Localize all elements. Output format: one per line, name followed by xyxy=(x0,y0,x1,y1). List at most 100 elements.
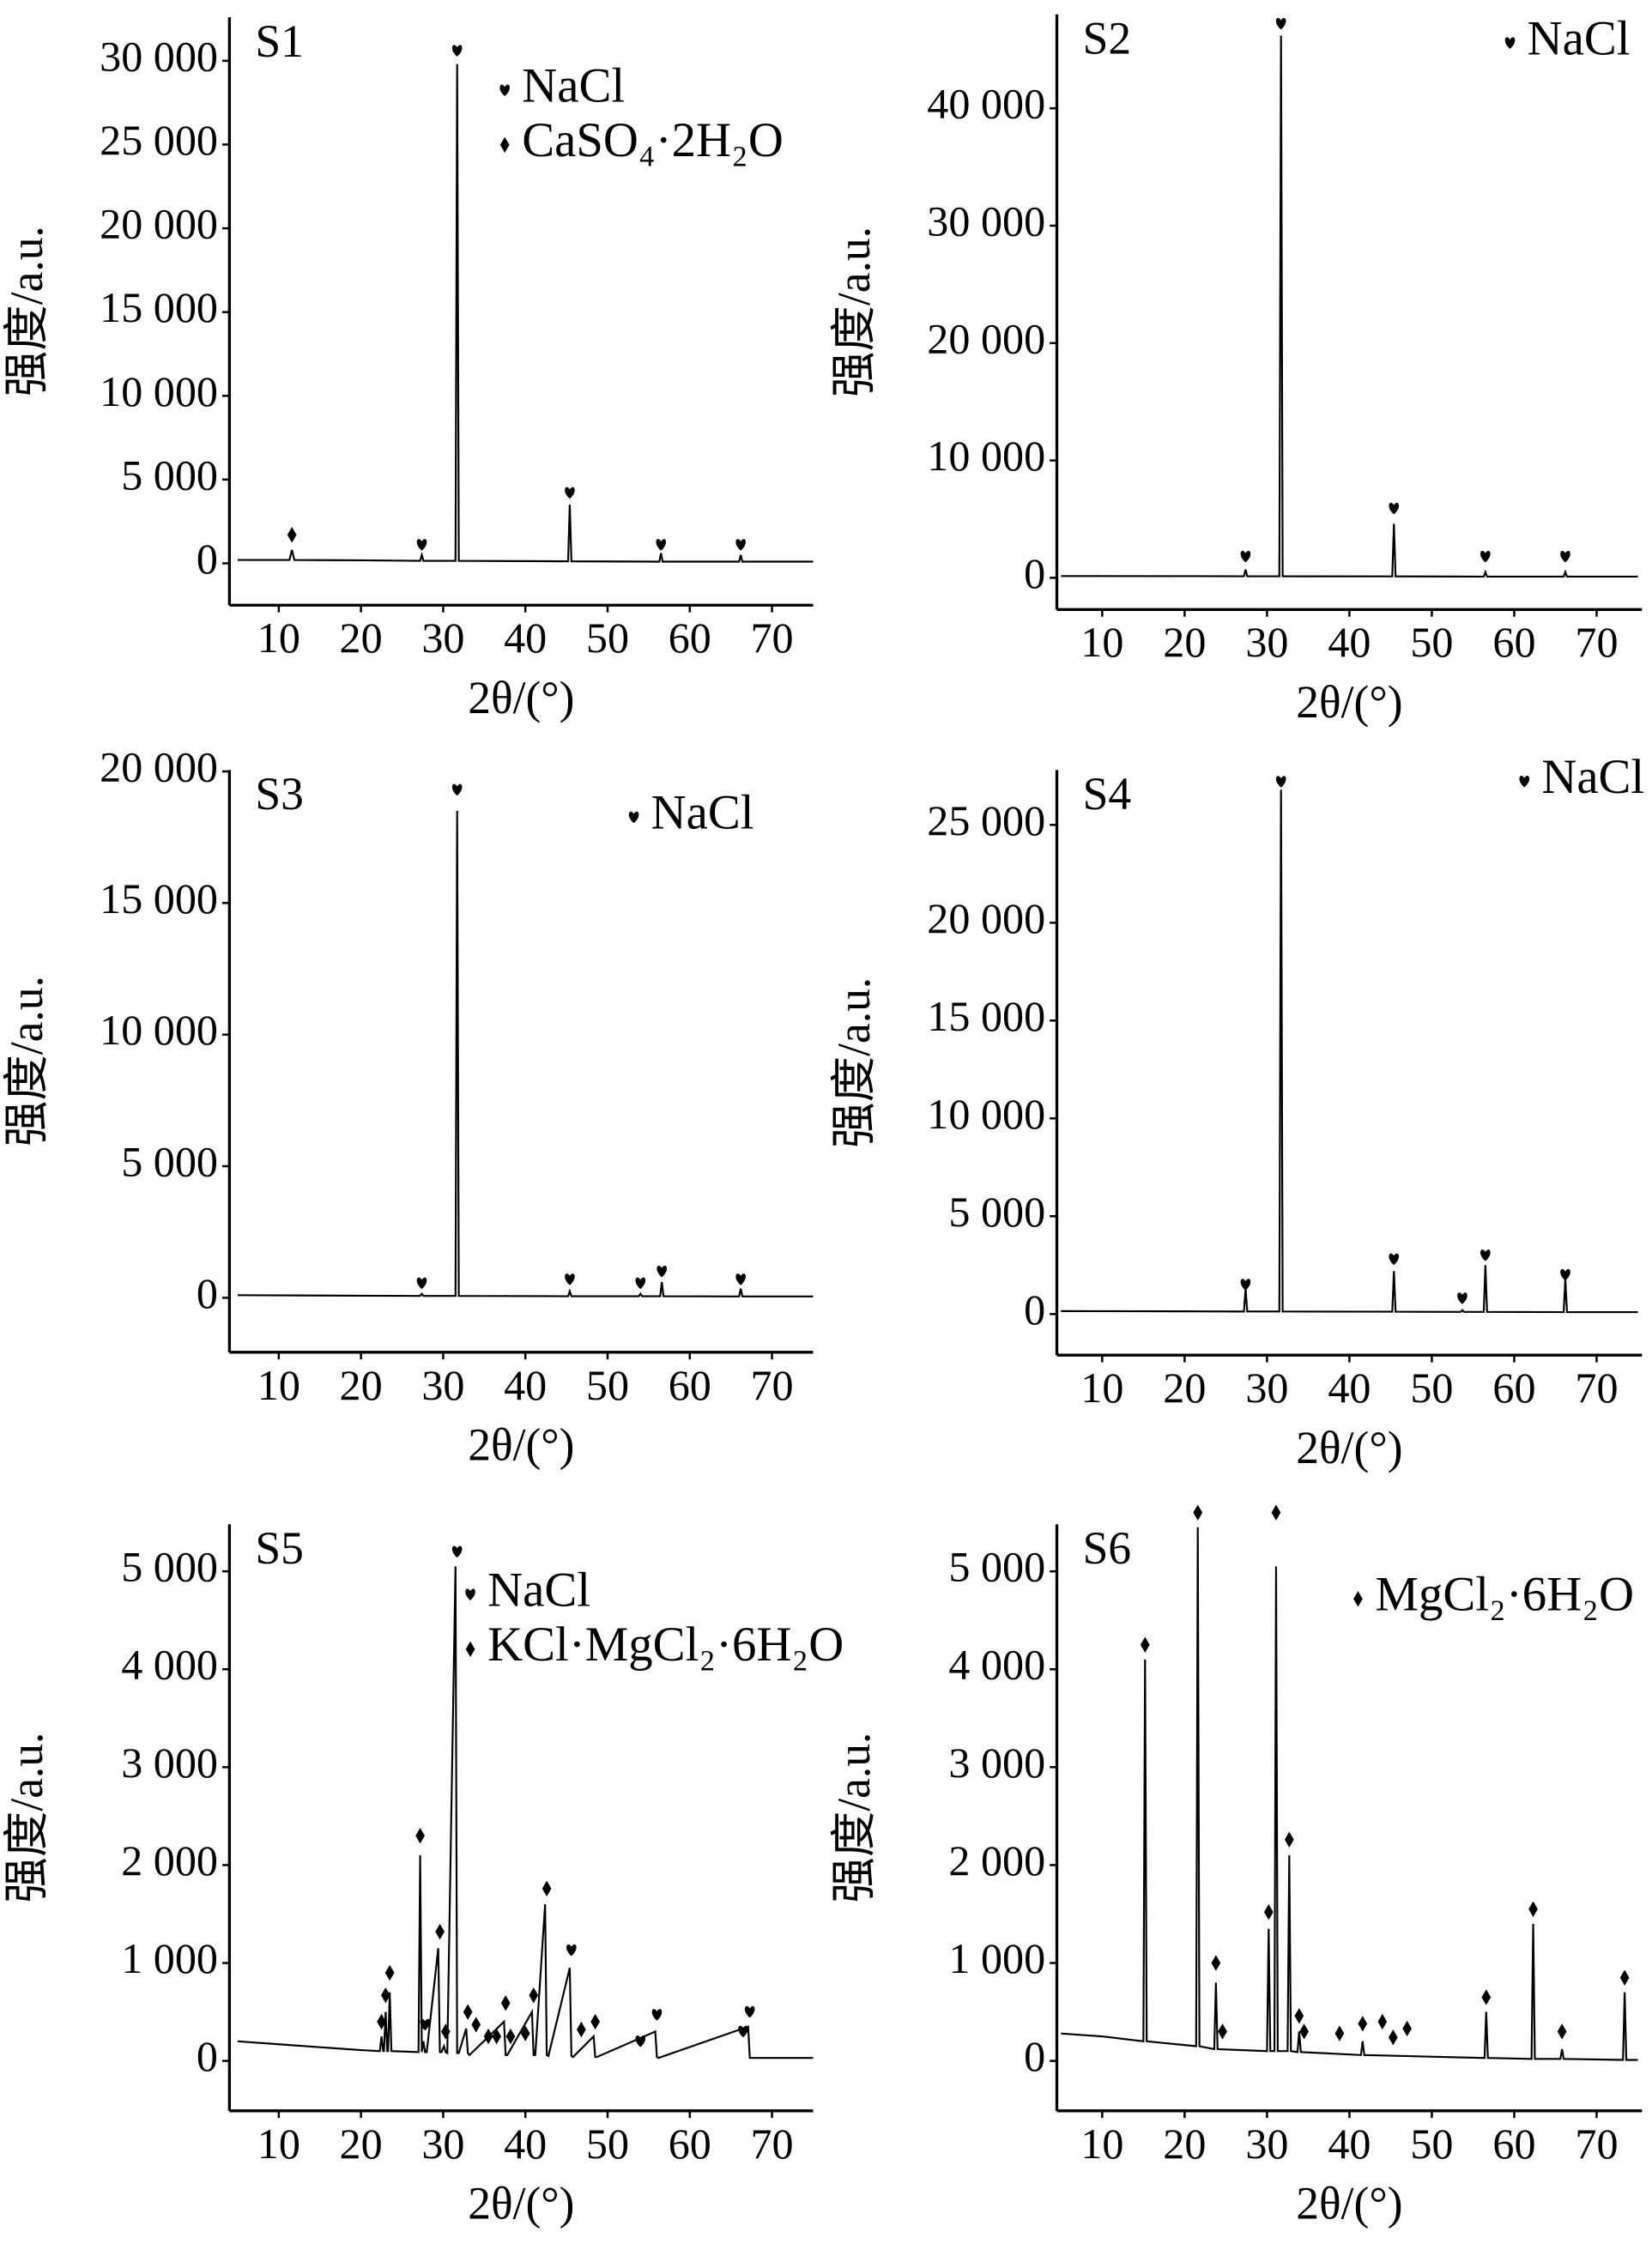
legend-symbol xyxy=(1353,1591,1363,1607)
peak-marker xyxy=(451,45,463,57)
panel: 0 5 000 10 000 15 000 20 000 25 000 30 000 10 20… xyxy=(1,15,814,723)
x-axis-label: 2θ/(°) xyxy=(1296,2178,1402,2229)
y-tick-label: 0 xyxy=(1024,549,1045,597)
x-tick-label: 20 xyxy=(340,2120,383,2168)
x-tick-label: 30 xyxy=(421,2120,464,2168)
y-tick-label: 0 xyxy=(1024,2032,1045,2080)
peak-marker xyxy=(656,539,667,551)
peak-marker xyxy=(1275,17,1286,30)
y-tick-label: 10 000 xyxy=(100,1006,218,1054)
x-tick-label: 20 xyxy=(1163,618,1206,666)
y-tick-label: 10 000 xyxy=(927,432,1045,480)
x-tick-label: 20 xyxy=(1163,1364,1206,1412)
peak-marker xyxy=(471,2017,481,2033)
legend-symbol xyxy=(499,84,510,97)
y-tick-label: 0 xyxy=(1024,1285,1045,1334)
peak-marker xyxy=(1299,2023,1309,2040)
legend-symbol xyxy=(465,1588,475,1600)
peak-marker xyxy=(492,2028,502,2045)
x-tick-label: 20 xyxy=(340,614,383,662)
peak-marker xyxy=(463,2004,473,2020)
peak-marker xyxy=(415,1828,425,1844)
y-tick-label: 15 000 xyxy=(100,283,218,331)
peak-marker xyxy=(1389,1253,1400,1266)
x-tick-label: 50 xyxy=(1410,1364,1453,1412)
x-axis-label: 2θ/(°) xyxy=(468,1419,574,1471)
x-tick-label: 50 xyxy=(586,614,629,662)
x-tick-label: 60 xyxy=(1492,2120,1535,2168)
x-tick-label: 20 xyxy=(1163,2120,1206,2168)
panel-title: S1 xyxy=(255,15,303,67)
peak-marker xyxy=(287,527,297,543)
x-tick-label: 10 xyxy=(1080,618,1123,666)
peak-marker xyxy=(1334,2025,1345,2041)
x-tick-label: 30 xyxy=(421,1361,464,1409)
y-axis-label: 强度/a.u. xyxy=(1,226,52,396)
panel-title: S2 xyxy=(1083,12,1131,64)
peak-marker xyxy=(542,1880,552,1897)
y-axis-label: 强度/a.u. xyxy=(828,227,880,397)
peak-marker xyxy=(566,1944,577,1957)
y-tick-label: 1 000 xyxy=(948,1934,1045,1982)
legend-label: CaSO₄·2H₂O xyxy=(522,113,784,167)
x-tick-label: 50 xyxy=(1410,618,1453,666)
legend-label: NaCl xyxy=(1528,11,1631,65)
xrd-line xyxy=(237,810,814,1297)
y-tick-label: 0 xyxy=(197,1269,218,1317)
x-tick-label: 10 xyxy=(1080,2120,1123,2168)
y-tick-label: 3 000 xyxy=(948,1739,1045,1787)
y-tick-label: 10 000 xyxy=(927,1090,1045,1138)
x-tick-label: 40 xyxy=(504,2120,547,2168)
peak-marker xyxy=(440,2023,451,2040)
peak-marker xyxy=(565,1273,575,1285)
xrd-line xyxy=(237,1566,814,2059)
y-tick-label: 25 000 xyxy=(100,116,218,164)
peak-marker xyxy=(1284,1831,1294,1848)
peak-marker xyxy=(744,2005,755,2018)
y-axis-label: 强度/a.u. xyxy=(828,1733,880,1903)
x-tick-label: 70 xyxy=(1575,1364,1618,1412)
peak-marker xyxy=(651,2009,663,2021)
xrd-line xyxy=(1061,35,1638,578)
panel: 0 1 000 2 000 3 000 4 000 5 000 10 20 30 40 50 60 70… xyxy=(1,1522,844,2229)
legend-symbol xyxy=(499,136,510,154)
peak-marker xyxy=(500,1995,511,2011)
x-tick-label: 30 xyxy=(1245,2120,1288,2168)
legend-label: MgCl₂·6H₂O xyxy=(1375,1567,1634,1621)
peak-marker xyxy=(1457,1292,1467,1304)
peak-marker xyxy=(1560,550,1570,563)
x-tick-label: 40 xyxy=(1328,1364,1371,1412)
peak-marker xyxy=(451,1545,463,1558)
legend-symbol xyxy=(1504,37,1516,49)
peak-marker xyxy=(576,2021,586,2038)
y-axis-label: 强度/a.u. xyxy=(828,977,880,1148)
legend-label: KCl·MgCl₂·6H₂O xyxy=(487,1618,844,1672)
peak-marker xyxy=(416,539,427,551)
peak-marker xyxy=(565,487,575,499)
x-tick-label: 30 xyxy=(1245,1364,1288,1412)
peak-marker xyxy=(657,1265,667,1278)
peak-marker xyxy=(1557,2023,1567,2040)
y-axis-label: 强度/a.u. xyxy=(1,976,52,1146)
x-tick-label: 60 xyxy=(1492,618,1535,666)
x-tick-label: 70 xyxy=(1575,618,1618,666)
peak-marker xyxy=(451,783,463,796)
legend-label: NaCl xyxy=(487,1563,590,1617)
y-tick-label: 5 000 xyxy=(948,1543,1045,1591)
y-tick-label: 25 000 xyxy=(927,796,1045,844)
x-tick-label: 50 xyxy=(586,2120,629,2168)
peak-marker xyxy=(1377,2013,1388,2030)
panel-title: S3 xyxy=(255,768,303,820)
x-tick-label: 30 xyxy=(1245,618,1288,666)
peak-marker xyxy=(435,1923,445,1940)
peak-marker xyxy=(1271,1504,1281,1521)
peak-marker xyxy=(1481,1989,1492,2005)
panel: 0 5 000 10 000 15 000 20 000 10 20 30 40 50 60 70 2θ… xyxy=(1,742,814,1471)
legend-symbol xyxy=(628,811,639,824)
x-tick-label: 40 xyxy=(504,1361,547,1409)
peak-marker xyxy=(1528,1901,1538,1917)
peak-marker xyxy=(505,2028,516,2045)
y-tick-label: 0 xyxy=(197,2032,218,2080)
